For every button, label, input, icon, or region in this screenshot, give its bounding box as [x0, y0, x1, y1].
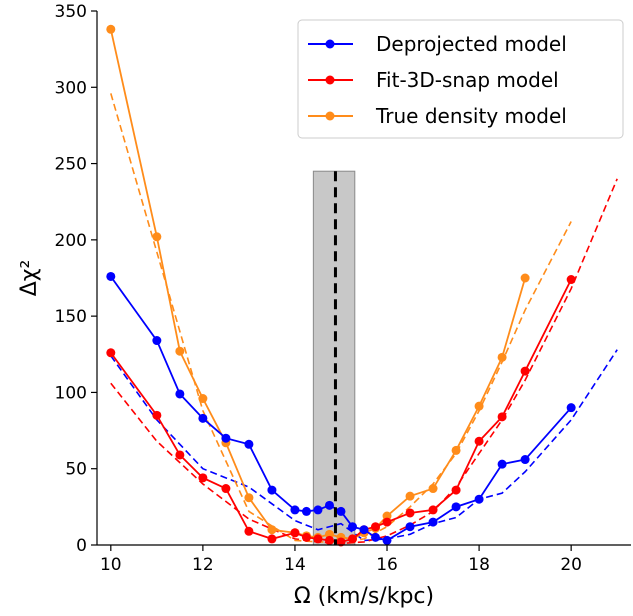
- y-tick-label: 100: [55, 383, 87, 403]
- legend-marker-fit3d: [325, 75, 335, 85]
- data-point-deprojected: [428, 517, 438, 527]
- data-point-fit3d: [520, 366, 530, 376]
- legend-label-fit3d: Fit-3D-snap model: [376, 68, 559, 92]
- data-point-true_density: [106, 24, 116, 34]
- x-tick-label: 16: [376, 555, 398, 575]
- data-point-true_density: [497, 352, 507, 362]
- data-point-fit3d: [301, 532, 311, 542]
- data-point-deprojected: [244, 439, 254, 449]
- y-tick-label: 250: [55, 155, 87, 175]
- data-point-fit3d: [405, 508, 415, 518]
- data-point-deprojected: [451, 502, 461, 512]
- x-tick-label: 20: [560, 555, 582, 575]
- dashed-line-fit3d: [110, 178, 618, 545]
- legend-box: [297, 19, 624, 139]
- data-point-fit3d: [267, 534, 277, 544]
- y-tick-label: 50: [65, 460, 87, 480]
- data-point-deprojected: [313, 505, 323, 515]
- data-point-fit3d: [175, 450, 185, 460]
- data-point-deprojected: [520, 455, 530, 465]
- data-point-deprojected: [152, 336, 162, 346]
- data-point-deprojected: [290, 505, 300, 515]
- y-axis-ticks: 0 50 100 150 200 250 300 350: [55, 2, 97, 556]
- data-point-fit3d: [474, 436, 484, 446]
- dashed-line-deprojected: [110, 349, 618, 542]
- data-point-fit3d: [198, 473, 208, 483]
- legend-marker-deprojected: [325, 39, 335, 49]
- data-point-deprojected: [474, 494, 484, 504]
- data-point-deprojected: [359, 525, 369, 535]
- data-point-fit3d: [152, 410, 162, 420]
- data-point-fit3d: [566, 275, 576, 285]
- x-axis-label: Ω (km/s/kpc): [294, 584, 434, 609]
- legend: Deprojected model Fit-3D-snap model True d…: [297, 19, 624, 139]
- data-point-deprojected: [497, 459, 507, 469]
- x-tick-label: 14: [284, 555, 306, 575]
- series-line-true_density: [109, 29, 526, 540]
- data-point-true_density: [267, 525, 277, 535]
- legend-label-deprojected: Deprojected model: [376, 32, 567, 56]
- data-point-fit3d: [221, 484, 231, 494]
- legend-label-true_density: True density model: [375, 104, 567, 128]
- data-point-deprojected: [382, 535, 392, 545]
- x-axis-ticks: 10 12 14 16 18 20: [100, 545, 582, 575]
- data-point-true_density: [175, 346, 185, 356]
- data-point-deprojected: [267, 485, 277, 495]
- data-point-fit3d: [336, 537, 346, 547]
- data-point-fit3d: [428, 505, 438, 515]
- data-point-fit3d: [451, 485, 461, 495]
- data-point-deprojected: [221, 433, 231, 443]
- data-point-true_density: [244, 493, 254, 503]
- y-axis-label: Δχ²: [17, 260, 42, 297]
- plot-area: [96, 11, 631, 547]
- data-point-fit3d: [371, 522, 381, 532]
- data-point-fit3d: [497, 412, 507, 422]
- data-point-true_density: [520, 273, 530, 283]
- data-point-deprojected: [301, 506, 311, 516]
- data-point-deprojected: [566, 403, 576, 413]
- data-point-fit3d: [244, 526, 254, 536]
- data-point-deprojected: [405, 522, 415, 532]
- data-point-deprojected: [106, 271, 116, 281]
- data-point-deprojected: [175, 389, 185, 399]
- y-tick-label: 350: [55, 2, 87, 22]
- data-point-fit3d: [324, 535, 334, 545]
- x-tick-label: 12: [192, 555, 214, 575]
- y-tick-label: 0: [76, 536, 87, 556]
- data-point-fit3d: [313, 534, 323, 544]
- data-point-fit3d: [106, 348, 116, 358]
- x-tick-label: 10: [100, 555, 122, 575]
- y-tick-label: 150: [55, 307, 87, 327]
- data-point-true_density: [152, 232, 162, 242]
- data-point-deprojected: [336, 506, 346, 516]
- y-tick-label: 300: [55, 78, 87, 98]
- data-point-fit3d: [347, 534, 357, 544]
- data-point-fit3d: [290, 528, 300, 538]
- dashed-line-true_density: [110, 93, 572, 543]
- legend-marker-true_density: [325, 111, 335, 121]
- data-point-deprojected: [324, 500, 334, 510]
- data-point-fit3d: [382, 517, 392, 527]
- y-tick-label: 200: [55, 231, 87, 251]
- data-point-true_density: [405, 491, 415, 501]
- data-point-deprojected: [371, 532, 381, 542]
- data-point-deprojected: [198, 413, 208, 423]
- data-point-true_density: [428, 484, 438, 494]
- data-point-true_density: [474, 401, 484, 411]
- x-tick-label: 18: [468, 555, 490, 575]
- data-point-deprojected: [347, 522, 357, 532]
- data-point-true_density: [451, 445, 461, 455]
- data-point-true_density: [198, 394, 208, 404]
